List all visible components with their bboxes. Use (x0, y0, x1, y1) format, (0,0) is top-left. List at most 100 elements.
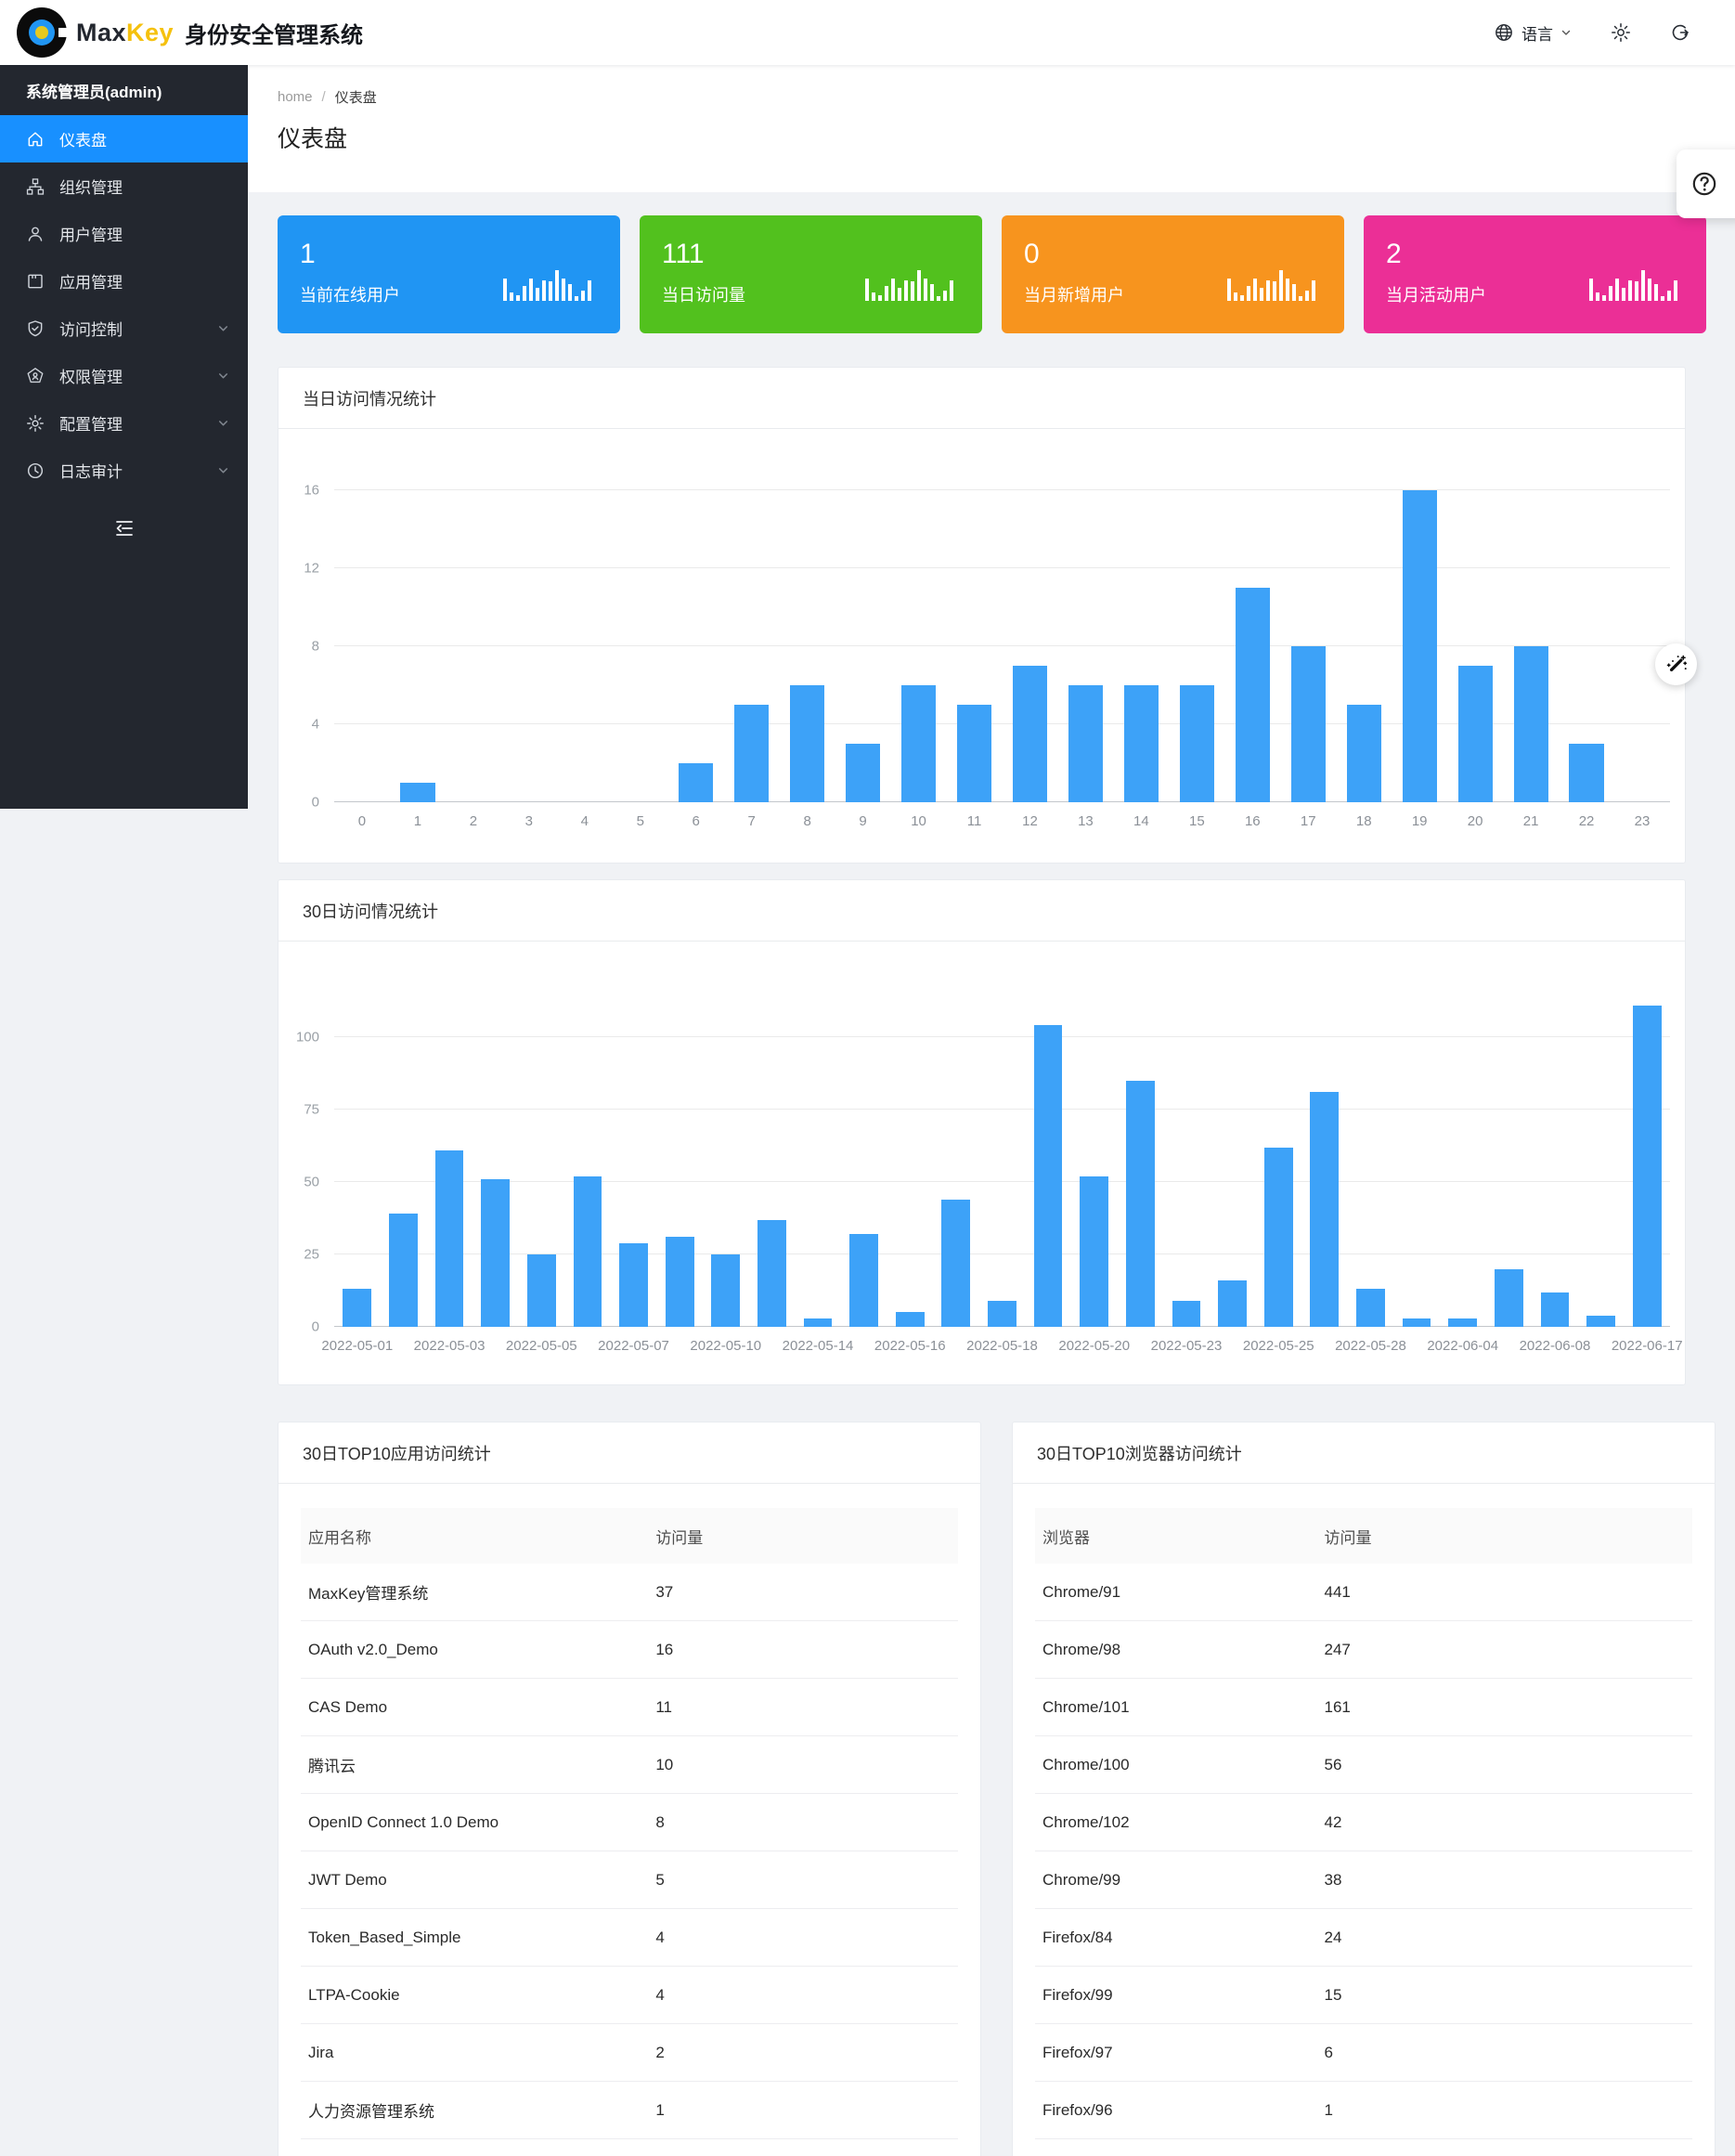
panel-title: 30日访问情况统计 (278, 880, 1685, 942)
bar (526, 1253, 556, 1327)
sidebar-item-label: 仪表盘 (59, 132, 107, 149)
collapse-sidebar-button[interactable] (0, 505, 248, 552)
row-name: Firefox/97 (1042, 2043, 1113, 2061)
logout-icon[interactable] (1670, 22, 1690, 43)
logo-notch (58, 28, 70, 37)
sidebar-item-dashboard[interactable]: 仪表盘 (0, 115, 248, 162)
top-navbar: MaxKey 身份安全管理系统 语言 (0, 0, 1735, 65)
x-axis-label: 2022-05-01 (321, 1338, 394, 1354)
row-value: 4 (655, 1985, 665, 2004)
y-axis-tick: 16 (304, 482, 319, 499)
x-axis-label: 7 (747, 813, 756, 829)
sidebar-item-label: 配置管理 (59, 416, 123, 434)
x-axis-label: 18 (1355, 813, 1372, 829)
row-value: 1 (655, 2100, 665, 2119)
sidebar-item-label: 组织管理 (59, 179, 123, 197)
table-row: Firefox/96 1 (1035, 2082, 1692, 2139)
gridline (334, 1108, 1670, 1110)
gridline (334, 566, 1670, 568)
question-circle-icon (1690, 170, 1718, 198)
bar (1033, 1025, 1063, 1327)
row-value: 24 (1324, 1928, 1342, 1946)
sidebar-item-apps[interactable]: 应用管理 (0, 257, 248, 305)
sidebar-item-config[interactable]: 配置管理 (0, 399, 248, 447)
row-value: 15 (1324, 1985, 1342, 2004)
row-value: 1 (1324, 2100, 1333, 2119)
sidebar-item-label: 应用管理 (59, 274, 123, 292)
bar (1235, 587, 1270, 802)
breadcrumb: home / 仪表盘 (278, 87, 1735, 107)
y-axis-tick: 0 (311, 794, 319, 811)
sidebar-item-label: 日志审计 (59, 463, 123, 481)
column-header: 浏览器 (1042, 1528, 1090, 1547)
help-button[interactable] (1677, 149, 1735, 218)
bar (1402, 1318, 1431, 1327)
x-axis-label: 4 (580, 813, 589, 829)
chevron-down-icon (217, 464, 229, 476)
mini-bars-icon (1227, 267, 1320, 301)
sidebar-item-audit[interactable]: 日志审计 (0, 447, 248, 494)
x-axis-label: 2022-05-23 (1150, 1338, 1223, 1354)
x-axis-label: 6 (692, 813, 700, 829)
row-value: 37 (655, 1582, 674, 1601)
top10-browsers-table: 浏览器 访问量 Chrome/91 441 Chrome/98 247 Chrome/101… (1035, 1508, 1692, 2139)
settings-gear-icon[interactable] (1611, 22, 1631, 43)
menu-fold-icon (115, 521, 133, 536)
row-value: 5 (655, 1870, 665, 1889)
bar (1068, 684, 1104, 802)
panel-title: 30日TOP10应用访问统计 (278, 1422, 980, 1484)
chevron-down-icon (217, 417, 229, 429)
bar (665, 1237, 694, 1327)
daily-visits-chart: 0 4 8 12 16 0 1 2 3 4 5 6 7 8 9 10 11 12 13 14 15 16 17 18 19 20 2… (278, 429, 1685, 863)
y-axis-tick: 50 (304, 1174, 319, 1190)
x-axis-label: 21 (1522, 813, 1539, 829)
bar (1448, 1318, 1478, 1327)
x-axis-label: 19 (1411, 813, 1428, 829)
breadcrumb-home-link[interactable]: home (278, 89, 313, 105)
y-axis-tick: 0 (311, 1318, 319, 1335)
y-axis-tick: 75 (304, 1101, 319, 1118)
y-axis-tick: 8 (311, 638, 319, 655)
clock-icon (26, 461, 45, 480)
language-label: 语言 (1521, 25, 1553, 44)
sidebar-item-permissions[interactable]: 权限管理 (0, 352, 248, 399)
row-name: Chrome/101 (1042, 1697, 1130, 1716)
row-value: 6 (1324, 2043, 1333, 2061)
language-menu[interactable]: 语言 (1494, 21, 1572, 45)
row-value: 56 (1324, 1755, 1342, 1773)
x-axis-label: 3 (524, 813, 534, 829)
x-axis-label: 2022-05-05 (505, 1338, 577, 1354)
x-axis-label: 22 (1578, 813, 1595, 829)
x-axis-label: 23 (1634, 813, 1651, 829)
bar (679, 762, 714, 802)
sidebar-item-label: 权限管理 (59, 369, 123, 386)
x-axis-label: 2022-05-14 (782, 1338, 854, 1354)
row-name: MaxKey管理系统 (308, 1585, 429, 1603)
table-row: 人力资源管理系统 1 (301, 2082, 958, 2139)
sidebar-item-users[interactable]: 用户管理 (0, 210, 248, 257)
daily-visits-panel: 当日访问情况统计 0 4 8 12 16 0 1 2 3 4 5 6 7 8 9 10 11 12 13 14 15 16… (278, 367, 1686, 864)
bar (1218, 1280, 1247, 1327)
table-row: OpenID Connect 1.0 Demo 8 (301, 1794, 958, 1851)
table-row: Firefox/84 24 (1035, 1909, 1692, 1967)
gridline (334, 1035, 1670, 1037)
x-axis-label: 2022-05-16 (874, 1338, 946, 1354)
sidebar-item-org[interactable]: 组织管理 (0, 162, 248, 210)
home-icon (26, 130, 45, 149)
bar (849, 1234, 878, 1327)
breadcrumb-current: 仪表盘 (334, 90, 377, 106)
x-axis-label: 2022-05-18 (966, 1338, 1038, 1354)
x-axis-label: 2022-05-10 (690, 1338, 762, 1354)
magic-wand-button[interactable] (1655, 643, 1697, 685)
bar (1540, 1292, 1570, 1327)
bar (1012, 665, 1048, 802)
bar (1457, 665, 1493, 802)
brand-key: Key (126, 18, 175, 46)
sidebar-item-access-control[interactable]: 访问控制 (0, 305, 248, 352)
chevron-down-icon (217, 322, 229, 334)
stat-card-4: 2 当月活动用户 (1364, 215, 1706, 333)
row-name: Firefox/99 (1042, 1985, 1113, 2004)
row-value: 16 (655, 1640, 674, 1658)
bar (573, 1175, 602, 1327)
gridline (334, 488, 1670, 490)
